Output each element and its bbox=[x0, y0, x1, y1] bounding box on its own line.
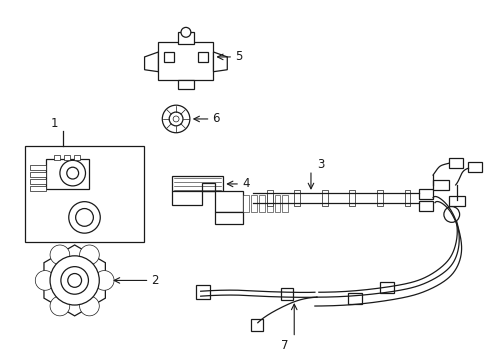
Circle shape bbox=[61, 267, 89, 294]
Text: 5: 5 bbox=[235, 50, 243, 63]
Bar bbox=[64, 156, 70, 160]
Bar bbox=[216, 191, 243, 212]
Bar bbox=[198, 52, 208, 62]
Text: 3: 3 bbox=[317, 158, 324, 171]
Bar bbox=[294, 190, 300, 206]
Text: 2: 2 bbox=[151, 274, 159, 287]
Circle shape bbox=[181, 27, 191, 37]
Bar bbox=[468, 162, 482, 172]
Bar bbox=[274, 195, 280, 212]
Bar bbox=[267, 190, 272, 206]
Bar bbox=[30, 179, 46, 184]
Circle shape bbox=[79, 296, 99, 316]
Circle shape bbox=[75, 208, 94, 226]
Bar bbox=[25, 145, 144, 242]
Circle shape bbox=[169, 112, 183, 126]
Bar bbox=[74, 156, 79, 160]
Polygon shape bbox=[214, 52, 227, 72]
Bar bbox=[243, 195, 249, 212]
Bar bbox=[158, 42, 214, 80]
Bar bbox=[419, 201, 433, 211]
Circle shape bbox=[79, 245, 99, 265]
Text: 1: 1 bbox=[51, 117, 58, 130]
Bar bbox=[251, 195, 257, 212]
Bar bbox=[405, 190, 411, 206]
Text: 4: 4 bbox=[242, 177, 249, 190]
Bar bbox=[172, 191, 202, 204]
Bar bbox=[449, 196, 465, 206]
Bar bbox=[380, 282, 393, 293]
Bar bbox=[30, 186, 46, 191]
Bar bbox=[281, 288, 293, 300]
Circle shape bbox=[68, 274, 81, 287]
Bar bbox=[30, 165, 46, 170]
Bar bbox=[251, 319, 263, 330]
Circle shape bbox=[173, 116, 179, 122]
Circle shape bbox=[444, 207, 460, 222]
Bar bbox=[267, 195, 272, 212]
Bar bbox=[172, 176, 223, 191]
Bar bbox=[377, 190, 383, 206]
Circle shape bbox=[95, 271, 114, 290]
Bar bbox=[196, 285, 210, 299]
Bar bbox=[322, 190, 328, 206]
Bar bbox=[348, 293, 362, 304]
Text: 6: 6 bbox=[213, 112, 220, 125]
Bar bbox=[216, 212, 243, 224]
Circle shape bbox=[35, 271, 55, 290]
Bar bbox=[178, 80, 194, 89]
Circle shape bbox=[60, 160, 85, 186]
Bar bbox=[433, 180, 449, 190]
Circle shape bbox=[69, 202, 100, 233]
Circle shape bbox=[50, 245, 70, 265]
Bar bbox=[178, 32, 194, 44]
Circle shape bbox=[67, 167, 78, 179]
Circle shape bbox=[50, 296, 70, 316]
Text: 7: 7 bbox=[281, 339, 289, 352]
Bar bbox=[349, 190, 355, 206]
Bar bbox=[282, 195, 288, 212]
Bar bbox=[30, 172, 46, 177]
Bar bbox=[54, 156, 60, 160]
Bar bbox=[419, 189, 433, 199]
Circle shape bbox=[50, 256, 99, 305]
Polygon shape bbox=[145, 52, 158, 72]
Circle shape bbox=[162, 105, 190, 133]
Polygon shape bbox=[44, 245, 105, 316]
Bar bbox=[202, 183, 216, 191]
Bar bbox=[259, 195, 265, 212]
Bar bbox=[449, 158, 463, 168]
Bar bbox=[164, 52, 174, 62]
Bar bbox=[46, 159, 90, 189]
